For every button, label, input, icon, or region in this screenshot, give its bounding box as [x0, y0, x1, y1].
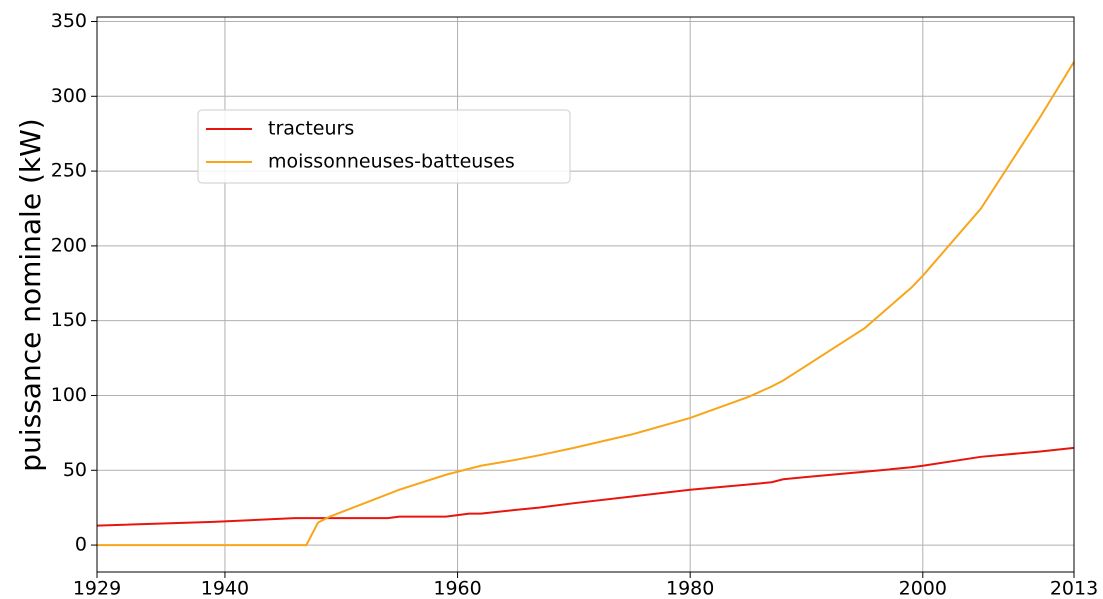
plot-frame [96, 16, 1075, 573]
legend: tracteurs moissonneuses-batteuses [197, 109, 571, 184]
x-tick-label: 1980 [666, 578, 714, 599]
legend-label: tracteurs [268, 118, 354, 140]
y-tick-label: 250 [51, 160, 87, 182]
y-axis-label: puissance nominale (kW) [14, 118, 47, 471]
y-tick-label: 150 [51, 309, 87, 331]
x-tick-label: 1929 [73, 578, 121, 599]
x-tick-label: 2013 [1050, 578, 1098, 599]
legend-label: moissonneuses-batteuses [268, 151, 515, 173]
y-tick-label: 350 [51, 10, 87, 32]
x-tick-label: 1960 [433, 578, 481, 599]
y-tick-label: 200 [51, 234, 87, 256]
line-series [96, 446, 1075, 527]
y-tick-label: 0 [75, 534, 87, 556]
x-tick-label: 2000 [899, 578, 947, 599]
y-tick-label: 100 [51, 384, 87, 406]
line-series [97, 61, 1075, 547]
y-tick-label: 50 [63, 459, 87, 481]
x-tick-label: 1940 [201, 578, 249, 599]
y-tick-label: 300 [51, 85, 87, 107]
legend-frame [197, 109, 571, 184]
